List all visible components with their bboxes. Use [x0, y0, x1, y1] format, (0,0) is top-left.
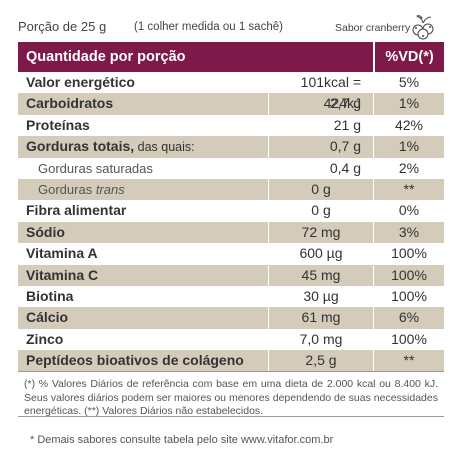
nutrient-vd: **: [373, 350, 444, 372]
nutrient-name-text: Gorduras: [38, 181, 96, 197]
nutrient-vd: 42%: [373, 114, 444, 137]
table-row: Gorduras trans 0 g **: [18, 178, 444, 201]
column-vd-header: %VD(*): [373, 42, 444, 72]
nutrient-qualifier: trans: [95, 181, 125, 197]
cranberry-icon: [412, 15, 434, 40]
nutrient-amount: 101kcal = 424kJ: [268, 72, 373, 111]
nutrient-amount: 600 µg: [268, 243, 373, 265]
table-row: Vitamina A 600 µg 100%: [18, 243, 444, 265]
nutrient-amount: 21 g: [268, 114, 373, 137]
label-header: Porção de 25 g (1 colher medida ou 1 sac…: [0, 0, 460, 42]
table-row: Carboidratos 2,7 g 1%: [18, 93, 444, 115]
nutrient-name: Cálcio: [26, 309, 69, 326]
nutrient-vd: 5%: [373, 72, 444, 94]
nutrient-name: Sódio: [26, 223, 65, 240]
nutrient-vd: 1%: [373, 136, 444, 158]
nutrient-name: Gorduras totais, das quais:: [18, 136, 268, 157]
table-row: Biotina 30 µg 100%: [18, 285, 444, 308]
portion-size: Porção de 25 g: [18, 19, 107, 34]
nutrient-name: Carboidratos: [26, 95, 114, 112]
nutrient-name: Zinco: [26, 330, 64, 347]
nutrient-amount: 0 g: [268, 200, 373, 222]
table-row: Sódio 72 mg 3%: [18, 221, 444, 244]
nutrient-amount: 0,4 g: [268, 157, 373, 179]
nutrient-vd: 0%: [373, 200, 444, 222]
nutrient-vd: 1%: [373, 93, 444, 115]
nutrient-name: Fibra alimentar: [26, 202, 127, 219]
other-flavors-note: * Demais sabores consulte tabela pelo si…: [30, 434, 334, 446]
nutrient-amount: 61 mg: [268, 307, 373, 329]
nutrient-name: Vitamina A: [26, 245, 98, 262]
nutrient-amount: 72 mg: [268, 221, 373, 244]
nutrient-amount: 0,7 g: [268, 136, 373, 158]
table-row: Zinco 7,0 mg 100%: [18, 328, 444, 351]
table-row: Proteínas 21 g 42%: [18, 114, 444, 137]
vd-footnote: (*) % Valores Diários de referência com …: [18, 375, 444, 417]
nutrient-amount: 7,0 mg: [268, 328, 373, 351]
table-row: Vitamina C 45 mg 100%: [18, 264, 444, 286]
nutrient-vd: 100%: [373, 243, 444, 265]
nutrient-amount: 0 g: [268, 178, 373, 201]
nutrient-vd: 100%: [373, 264, 444, 286]
table-row: Fibra alimentar 0 g 0%: [18, 200, 444, 222]
nutrient-name: Gorduras trans: [18, 179, 268, 200]
table-row: Valor energético 101kcal = 424kJ 5%: [18, 72, 444, 111]
nutrient-amount: 45 mg: [268, 264, 373, 286]
nutrient-vd: 3%: [373, 221, 444, 244]
table-header: Quantidade por porção %VD(*): [18, 42, 444, 72]
column-quantity-header: Quantidade por porção: [26, 49, 186, 65]
table-row: Gorduras totais, das quais: 0,7 g 1%: [18, 136, 444, 158]
nutrient-vd: 100%: [373, 285, 444, 308]
nutrient-qualifier: das quais:: [134, 140, 195, 155]
nutrient-name: Peptídeos bioativos de colágeno: [26, 352, 244, 369]
nutrient-name: Biotina: [26, 287, 74, 304]
nutrient-amount: 30 µg: [268, 285, 373, 308]
nutrition-table: Quantidade por porção %VD(*) Valor energ…: [18, 42, 444, 373]
table-row: Cálcio 61 mg 6%: [18, 307, 444, 329]
nutrient-vd: 6%: [373, 307, 444, 329]
table-row: Gorduras saturadas 0,4 g 2%: [18, 157, 444, 179]
nutrient-vd: 2%: [373, 157, 444, 179]
portion-measure: (1 colher medida ou 1 sachê): [134, 21, 283, 33]
table-row: Peptídeos bioativos de colágeno 2,5 g **: [18, 350, 444, 372]
nutrient-name: Proteínas: [26, 116, 90, 133]
flavor-label: Sabor cranberry: [335, 22, 411, 34]
nutrient-name: Gorduras saturadas: [38, 160, 153, 176]
nutrient-amount: 2,7 g: [268, 93, 373, 115]
nutrient-name: Valor energético: [26, 74, 135, 90]
nutrient-name-text: Gorduras totais,: [26, 138, 135, 155]
nutrient-name: Vitamina C: [26, 266, 99, 283]
nutrient-vd: **: [373, 178, 444, 201]
nutrient-vd: 100%: [373, 328, 444, 351]
nutrient-amount: 2,5 g: [268, 350, 373, 372]
